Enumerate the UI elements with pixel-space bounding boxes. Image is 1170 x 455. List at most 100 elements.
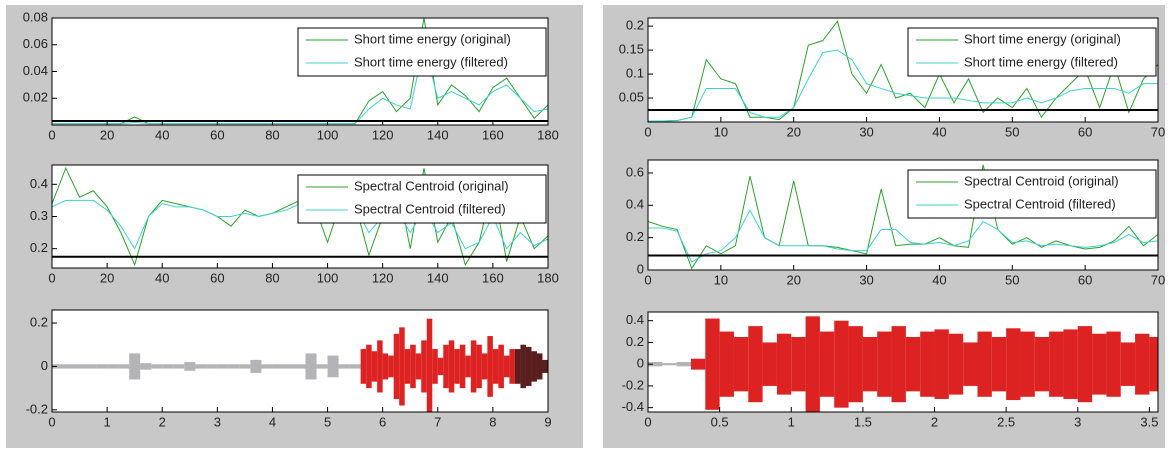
plot-content: [648, 164, 1158, 270]
waveform-segment: [1106, 331, 1121, 397]
x-tick-label: 1.5: [854, 414, 872, 429]
waveform-segment: [162, 364, 174, 369]
x-tick-label: 20: [100, 127, 114, 142]
waveform-segment: [991, 337, 1007, 392]
x-tick-label: 0: [644, 124, 651, 139]
waveform-segment: [184, 362, 196, 371]
x-tick-label: 10: [714, 124, 728, 139]
x-tick-label: 1: [788, 414, 795, 429]
waveform-segment: [487, 336, 493, 397]
waveform-segment: [520, 344, 526, 389]
waveform-segment: [107, 364, 119, 369]
y-tick-label: 0.2: [626, 18, 644, 33]
x-tick-label: 120: [372, 127, 394, 142]
legend-label: Short time energy (original): [354, 31, 511, 46]
y-tick-label: 0: [637, 261, 644, 276]
waveform-segment: [733, 337, 749, 392]
waveform-segment: [140, 363, 152, 370]
waveform-segment: [74, 364, 86, 369]
waveform-segment: [261, 364, 273, 369]
waveform-segment: [470, 340, 477, 393]
series-line: [648, 20, 1158, 122]
waveform-segment: [360, 349, 367, 384]
waveform-segment: [52, 364, 64, 369]
waveform-segment: [509, 349, 515, 384]
x-tick-label: 160: [482, 127, 504, 142]
waveform-segment: [525, 346, 532, 386]
waveform-segment: [877, 331, 892, 397]
waveform-segment: [542, 359, 548, 373]
y-tick-label: 0.3: [30, 208, 48, 223]
x-tick-label: 60: [210, 270, 224, 285]
y-tick-label: 0.2: [30, 240, 48, 255]
waveform-segment: [934, 329, 949, 399]
waveform-segment: [834, 320, 849, 408]
waveform-segment: [503, 355, 510, 378]
waveform-segment: [151, 364, 163, 369]
waveform-segment: [129, 353, 141, 380]
waveform-segment: [1049, 331, 1064, 397]
x-tick-label: 140: [427, 270, 449, 285]
waveform-segment: [118, 364, 130, 369]
y-tick-label: 0.4: [30, 176, 48, 191]
y-tick-label: -0.4: [622, 399, 644, 414]
y-tick-label: 0: [41, 358, 48, 373]
x-tick-label: 20: [786, 124, 800, 139]
waveform-segment: [476, 344, 482, 389]
waveform-segment: [294, 364, 306, 369]
axes-box: [51, 309, 549, 413]
waveform-segment: [432, 349, 438, 384]
waveform-segment: [448, 340, 455, 393]
plot-content: [52, 318, 548, 412]
waveform-segment: [239, 364, 251, 369]
waveform-segment: [410, 344, 416, 389]
waveform-segment: [63, 364, 75, 369]
x-tick-label: 2.5: [997, 414, 1015, 429]
waveform-segment: [948, 333, 964, 395]
waveform-segment: [399, 327, 405, 406]
x-tick-label: 180: [537, 127, 559, 142]
legend-box: [297, 27, 547, 77]
y-tick-label: 0: [637, 356, 644, 371]
y-tick-label: -0.2: [622, 377, 644, 392]
waveform-segment: [250, 359, 262, 373]
x-tick-label: 9: [544, 414, 551, 429]
waveform-segment: [891, 326, 906, 403]
x-tick-label: 6: [379, 414, 386, 429]
y-tick-label: 0.02: [23, 90, 48, 105]
x-tick-label: 50: [1005, 124, 1019, 139]
x-tick-label: 3.5: [1140, 414, 1158, 429]
waveform-segment: [382, 353, 389, 380]
plot-content: [52, 18, 548, 125]
legend-label: Short time energy (filtered): [354, 54, 508, 69]
x-tick-label: 2: [159, 414, 166, 429]
x-tick-label: 40: [155, 270, 169, 285]
waveform-segment: [748, 326, 763, 403]
y-tick-label: 0.1: [626, 66, 644, 81]
x-tick-label: 20: [100, 270, 114, 285]
x-tick-label: 180: [537, 270, 559, 285]
x-tick-label: 80: [265, 270, 279, 285]
legend-label: Short time energy (original): [964, 31, 1121, 46]
x-tick-label: 10: [714, 272, 728, 287]
waveform-segment: [1034, 337, 1050, 392]
waveform-segment: [305, 353, 317, 380]
y-tick-label: 0.05: [619, 89, 644, 104]
legend-box: [907, 169, 1157, 219]
waveform-segment: [377, 340, 383, 393]
waveform-segment: [536, 353, 543, 380]
waveform-segment: [977, 331, 992, 397]
x-tick-label: 30: [859, 272, 873, 287]
waveform-segment: [791, 337, 806, 392]
x-tick-label: 60: [1078, 272, 1092, 287]
legend-label: Short time energy (filtered): [964, 54, 1118, 69]
x-tick-label: 4: [269, 414, 276, 429]
x-tick-label: 60: [210, 127, 224, 142]
legend-label: Spectral Centroid (original): [354, 178, 509, 193]
waveform-segment: [454, 349, 460, 384]
waveform-segment: [963, 342, 978, 386]
x-tick-label: 0: [644, 414, 651, 429]
waveform-segment: [217, 364, 229, 369]
